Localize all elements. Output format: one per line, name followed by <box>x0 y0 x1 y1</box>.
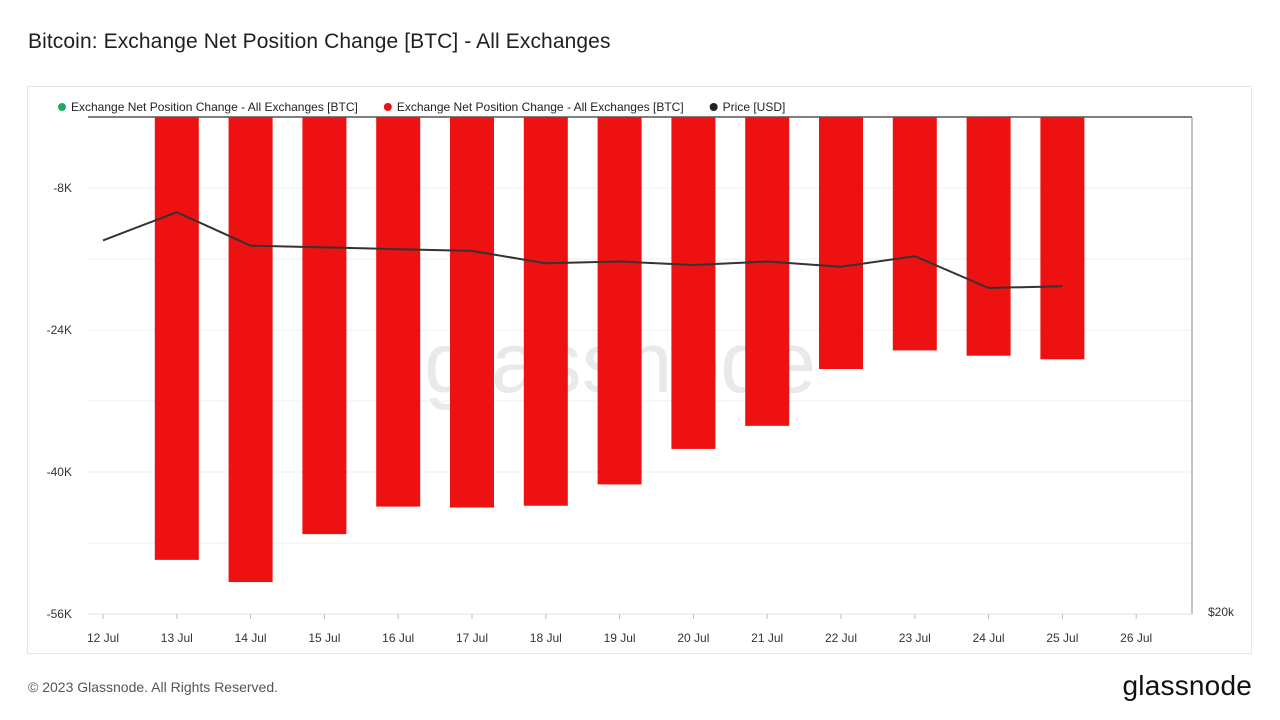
bar <box>671 117 716 449</box>
bar <box>228 117 273 583</box>
bar <box>966 117 1011 356</box>
bar <box>450 117 494 508</box>
x-tick-label: 14 Jul <box>235 631 267 645</box>
bar <box>819 117 863 370</box>
x-tick-label: 18 Jul <box>530 631 562 645</box>
x-tick-label: 12 Jul <box>87 631 119 645</box>
x-tick-label: 26 Jul <box>1120 631 1152 645</box>
legend-label: Exchange Net Position Change - All Excha… <box>397 100 684 114</box>
bar <box>597 117 642 485</box>
bar <box>523 117 568 506</box>
bar <box>376 117 421 507</box>
y-left-tick-label: -56K <box>47 607 72 621</box>
bar <box>892 117 937 351</box>
x-tick-label: 22 Jul <box>825 631 857 645</box>
x-tick-label: 23 Jul <box>899 631 931 645</box>
y-right-tick-label: $20k <box>1208 605 1235 619</box>
legend-marker <box>383 103 392 111</box>
y-left-tick-label: -8K <box>53 181 72 195</box>
bar <box>1040 117 1085 360</box>
x-tick-label: 16 Jul <box>382 631 414 645</box>
price-line <box>102 211 1063 289</box>
x-tick-label: 17 Jul <box>456 631 488 645</box>
glassnode-logo: glassnode <box>1122 670 1252 701</box>
bar <box>745 117 790 426</box>
y-left-tick-label: -40K <box>47 465 72 479</box>
x-tick-label: 19 Jul <box>604 631 636 645</box>
bar <box>302 117 347 535</box>
bar <box>154 117 199 560</box>
x-tick-label: 24 Jul <box>973 631 1005 645</box>
x-tick-label: 25 Jul <box>1046 631 1078 645</box>
x-tick-label: 15 Jul <box>308 631 340 645</box>
legend-marker <box>709 103 718 111</box>
page-title: Bitcoin: Exchange Net Position Change [B… <box>28 30 611 53</box>
x-tick-label: 20 Jul <box>677 631 709 645</box>
legend-label: Price [USD] <box>723 100 786 114</box>
copyright-text: © 2023 Glassnode. All Rights Reserved. <box>28 679 279 695</box>
x-tick-label: 13 Jul <box>161 631 193 645</box>
x-tick-label: 21 Jul <box>751 631 783 645</box>
legend-marker <box>58 103 66 111</box>
y-left-tick-label: -24K <box>47 323 72 337</box>
legend-label: Exchange Net Position Change - All Excha… <box>71 100 358 114</box>
